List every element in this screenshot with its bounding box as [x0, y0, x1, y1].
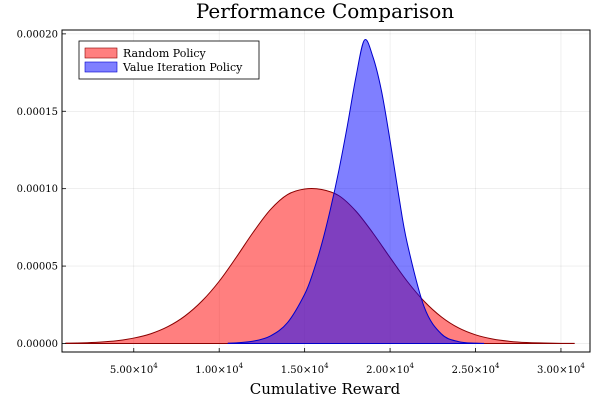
- y-tick-label-4: 0.00020: [17, 29, 58, 40]
- chart-title: Performance Comparison: [196, 0, 454, 23]
- x-tick-label-0: 5.00×104: [110, 362, 158, 376]
- plot-areas: [65, 38, 575, 344]
- ticks: 0.00000 0.00005 0.00010 0.00015 0.00020 5.00×…: [17, 29, 586, 376]
- legend-box: [78, 40, 260, 80]
- y-tick-label-0: 0.00000: [17, 339, 58, 350]
- x-tick-label-1: 1.00×104: [195, 362, 243, 376]
- series-area-1: [227, 39, 485, 344]
- plot-frame: [61, 29, 591, 353]
- legend-label-1: Value Iteration Policy: [122, 61, 243, 74]
- legend-label-0: Random Policy: [123, 47, 207, 60]
- x-axis-label: Cumulative Reward: [250, 380, 401, 398]
- x-tick-label-4: 2.50×104: [452, 362, 500, 376]
- series-line-1: [227, 38, 485, 344]
- legend-swatch-1: [84, 61, 118, 73]
- legend-swatch-0: [84, 47, 118, 59]
- y-tick-label-3: 0.00015: [17, 107, 58, 118]
- x-tick-label-3: 2.00×104: [366, 362, 414, 376]
- y-tick-label-2: 0.00010: [17, 184, 58, 195]
- y-tick-label-1: 0.00005: [17, 262, 58, 273]
- x-tick-label-2: 1.50×104: [281, 362, 329, 376]
- x-tick-label-5: 3.00×104: [537, 362, 585, 376]
- series-line-0: [65, 187, 575, 344]
